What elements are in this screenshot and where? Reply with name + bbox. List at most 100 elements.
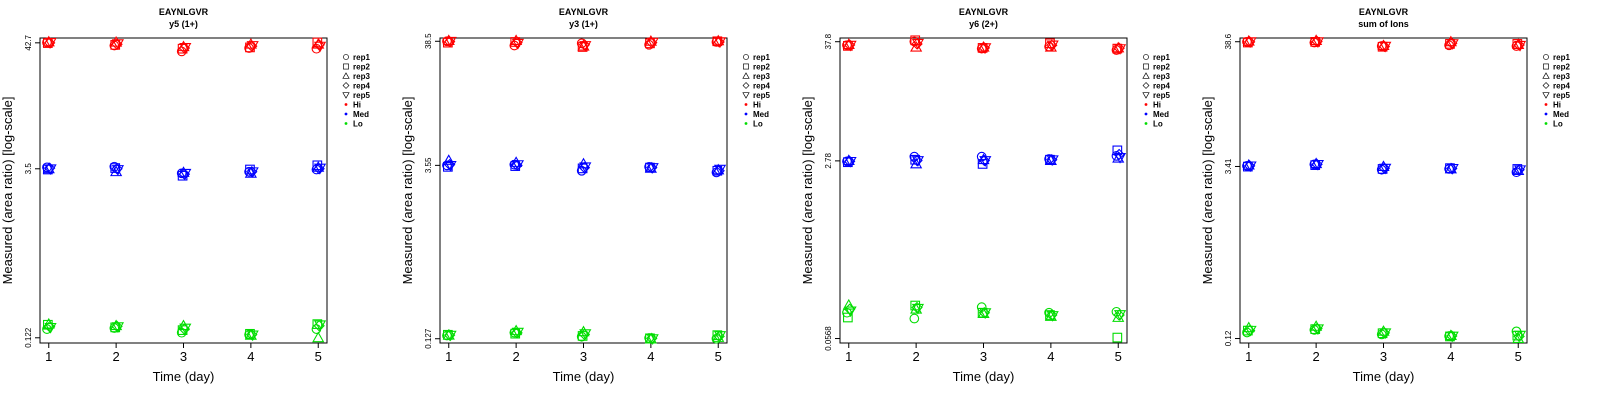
legend-label: rep3 [353, 72, 370, 81]
legend-dot [344, 112, 348, 116]
data-point [179, 168, 192, 180]
legend-dot [744, 122, 748, 125]
legend-label: Med [1153, 110, 1169, 119]
legend-label: Lo [353, 120, 363, 129]
legend-symbol [342, 72, 350, 79]
data-point [979, 156, 992, 167]
y-tick-label: 3.5 [24, 163, 33, 175]
legend-label: rep2 [1153, 63, 1170, 72]
y-tick-label: 38.5 [424, 33, 433, 49]
data-point [713, 37, 727, 48]
data-point [511, 38, 525, 50]
legend-label: rep1 [1553, 53, 1570, 62]
legend-label: rep4 [1553, 82, 1570, 91]
data-point [844, 156, 857, 168]
data-point [1446, 39, 1459, 50]
y-tick-label: 2.78 [824, 153, 833, 169]
legend-symbol [1142, 82, 1150, 89]
data-point [44, 322, 57, 334]
legend-symbol [1143, 63, 1149, 70]
data-point [313, 320, 325, 332]
legend-dot [1544, 112, 1548, 116]
legend-label: rep1 [353, 53, 370, 62]
data-point [1046, 40, 1059, 52]
legend-dot [744, 112, 748, 116]
data-point [1311, 159, 1325, 171]
data-point [179, 323, 192, 335]
legend-dot [1144, 122, 1148, 125]
data-point [511, 327, 523, 339]
legend-symbol [342, 82, 350, 89]
legend-label: rep4 [1153, 82, 1170, 91]
data-point [111, 165, 125, 176]
data-point [511, 160, 525, 171]
x-tick-label: 2 [1313, 349, 1320, 364]
legend-dot [344, 103, 348, 106]
legend-symbol [742, 92, 750, 99]
data-point [1113, 152, 1127, 164]
legend-label: rep2 [753, 63, 770, 72]
data-point [178, 323, 191, 335]
legend-label: rep4 [753, 82, 770, 91]
data-point [646, 37, 659, 49]
data-point [911, 38, 925, 50]
x-tick-label: 1 [45, 349, 52, 364]
data-point [578, 328, 591, 341]
y-axis-label: Measured (area ratio) [log-scale] [1200, 97, 1215, 285]
data-point [1244, 325, 1257, 337]
scatter-chart-4: EAYNLGVR sum of Ions 1 2 3 4 5 0.12 3.41 38.6 Time… [1200, 7, 1570, 384]
data-point [979, 308, 992, 319]
plot-area [439, 37, 728, 344]
data-point [646, 334, 659, 345]
plot-area [1239, 37, 1528, 344]
legend-label: rep4 [353, 82, 370, 91]
legend-label: rep5 [1553, 91, 1570, 100]
data-point [1112, 332, 1123, 343]
legend-label: Lo [753, 120, 763, 129]
data-point [578, 161, 591, 174]
legend-symbol [343, 54, 349, 60]
data-point [579, 41, 592, 52]
y-tick-label: 0.0568 [824, 326, 833, 351]
chart-subtitle: sum of Ions [1358, 19, 1409, 29]
data-point [444, 160, 457, 172]
data-point [842, 298, 855, 310]
data-point [313, 163, 325, 175]
data-point [246, 167, 259, 179]
legend-symbol [1543, 54, 1549, 60]
legend-dot [744, 103, 748, 106]
legend-label: Hi [1153, 101, 1161, 110]
x-tick-label: 3 [180, 349, 187, 364]
data-point [111, 322, 125, 333]
y-tick-label: 3.41 [1224, 158, 1233, 174]
data-point [1513, 330, 1527, 342]
y-tick-label: 0.122 [24, 327, 33, 348]
chart-title: EAYNLGVR [559, 7, 609, 17]
data-point [1513, 40, 1527, 52]
legend-symbol [1542, 72, 1550, 79]
chart-panel-2: EAYNLGVR y3 (1+) 1 2 3 4 5 0.127 3.55 38.5 Time (d… [400, 0, 800, 400]
y-axis-label: Measured (area ratio) [log-scale] [400, 97, 415, 285]
x-axis-label: Time (day) [553, 369, 615, 384]
data-point [110, 165, 123, 177]
x-tick-label: 3 [980, 349, 987, 364]
legend-label: rep3 [753, 72, 770, 81]
y-tick-label: 37.8 [824, 33, 833, 49]
legend-symbol [342, 92, 350, 99]
legend-label: rep5 [353, 91, 370, 100]
legend-label: Hi [353, 101, 361, 110]
x-tick-label: 4 [647, 349, 654, 364]
legend-symbol [1142, 92, 1150, 99]
data-point [313, 41, 327, 53]
data-point [1113, 44, 1127, 55]
legend-dot [1144, 103, 1148, 106]
data-point [1046, 155, 1059, 167]
y-tick-label: 0.127 [424, 328, 433, 349]
x-tick-label: 2 [913, 349, 920, 364]
data-point [246, 330, 259, 342]
